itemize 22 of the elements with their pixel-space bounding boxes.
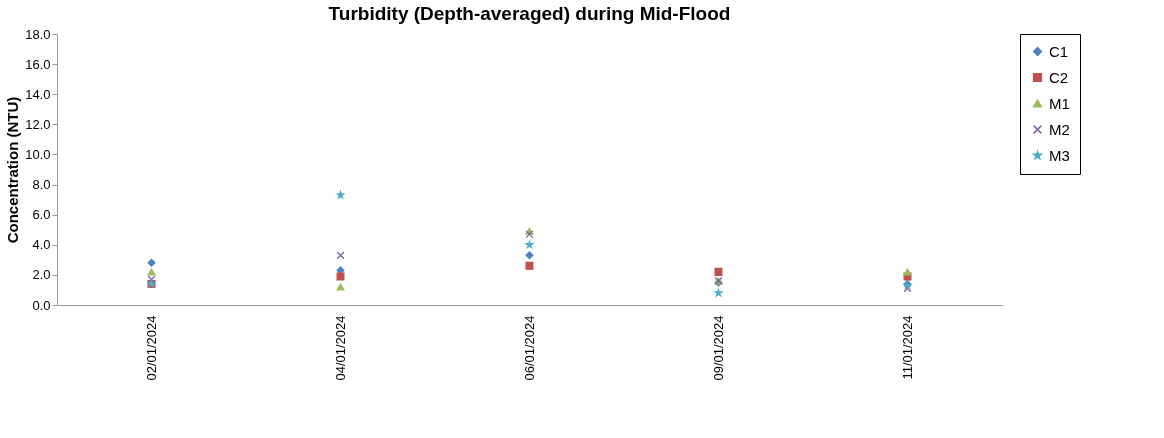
legend-label: M2: [1049, 120, 1070, 138]
y-tick-label: 16.0: [25, 56, 51, 72]
y-tick-label: 4.0: [32, 237, 51, 253]
y-tick-label: 14.0: [25, 86, 51, 102]
y-tick-label: 12.0: [25, 116, 51, 132]
legend-label: M3: [1049, 146, 1070, 164]
y-tick-label: 0.0: [32, 297, 51, 313]
legend-label: C1: [1049, 42, 1069, 60]
y-tick-label: 2.0: [32, 267, 51, 283]
x-tick-label: 02/01/2024: [144, 315, 159, 381]
x-tick-label: 09/01/2024: [711, 315, 726, 381]
y-tick-label: 18.0: [25, 26, 51, 42]
y-tick-label: 10.0: [25, 146, 51, 162]
chart-title: Turbidity (Depth-averaged) during Mid-Flood: [328, 3, 731, 24]
x-tick-label: 11/01/2024: [900, 315, 915, 380]
x-tick-label: 06/01/2024: [522, 315, 537, 381]
y-axis-title: Concentration (NTU): [4, 96, 22, 244]
y-tick-label: 6.0: [32, 207, 51, 223]
y-tick-label: 8.0: [32, 177, 51, 193]
legend-label: C2: [1049, 68, 1069, 86]
x-tick-label: 04/01/2024: [333, 315, 348, 381]
legend-label: M1: [1049, 94, 1070, 112]
